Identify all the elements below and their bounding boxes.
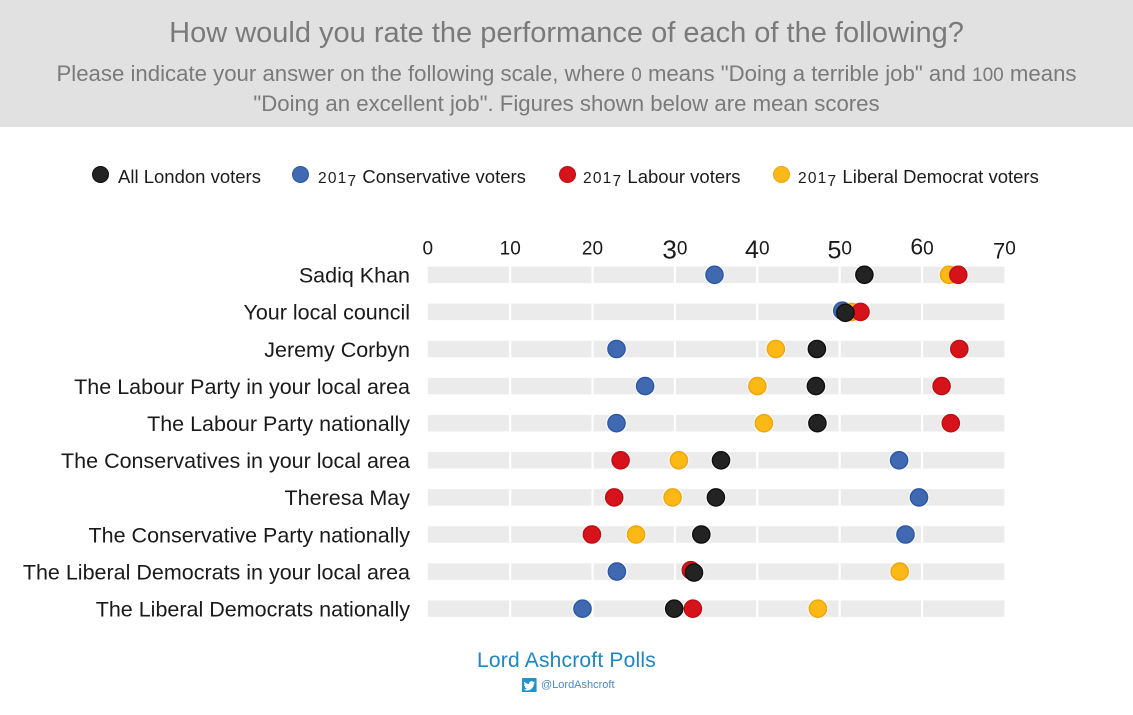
svg-text:60: 60 xyxy=(910,234,933,260)
svg-text:Theresa May: Theresa May xyxy=(285,486,411,510)
svg-text:The Liberal Democrats in your: The Liberal Democrats in your local area xyxy=(23,560,410,584)
svg-text:0: 0 xyxy=(423,239,434,260)
svg-text:10: 10 xyxy=(500,239,521,260)
svg-text:20: 20 xyxy=(582,239,603,260)
svg-text:40: 40 xyxy=(745,236,769,264)
svg-text:The Labour Party in your local: The Labour Party in your local area xyxy=(74,375,410,399)
svg-text:The Liberal Democrats national: The Liberal Democrats nationally xyxy=(96,598,411,622)
svg-text:30: 30 xyxy=(662,235,687,265)
svg-text:The Conservative Party nationa: The Conservative Party nationally xyxy=(89,523,411,547)
svg-text:The Conservatives in your loca: The Conservatives in your local area xyxy=(61,449,410,473)
svg-text:The Labour Party nationally: The Labour Party nationally xyxy=(147,412,410,436)
svg-text:Jeremy Corbyn: Jeremy Corbyn xyxy=(264,338,410,362)
svg-text:Your local council: Your local council xyxy=(243,301,410,325)
svg-text:70: 70 xyxy=(993,239,1016,264)
svg-text:50: 50 xyxy=(827,237,851,265)
svg-text:Sadiq Khan: Sadiq Khan xyxy=(299,264,410,288)
